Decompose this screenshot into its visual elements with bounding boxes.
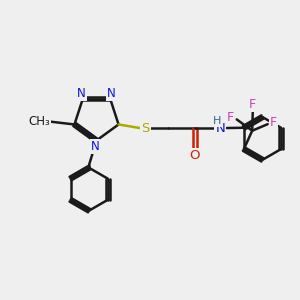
Text: F: F <box>270 116 277 129</box>
Text: N: N <box>107 87 116 100</box>
Text: N: N <box>215 122 225 134</box>
Text: CH₃: CH₃ <box>29 115 51 128</box>
Text: N: N <box>77 87 86 100</box>
Text: F: F <box>227 111 234 124</box>
Text: F: F <box>249 98 256 111</box>
Text: O: O <box>190 149 200 163</box>
Text: N: N <box>91 140 99 153</box>
Text: H: H <box>212 116 221 127</box>
Text: S: S <box>141 122 149 134</box>
